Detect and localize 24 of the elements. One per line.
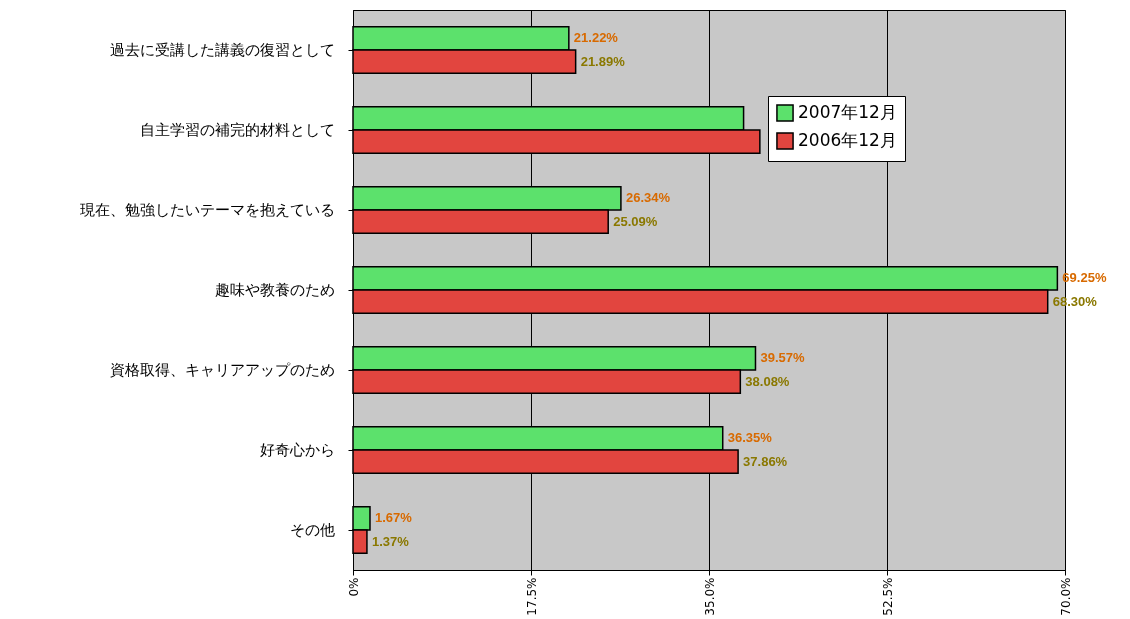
data-label: 25.09% — [613, 213, 658, 229]
data-label: 26.34% — [625, 190, 671, 206]
x-tick-label: 70.0% — [1058, 577, 1073, 616]
y-tick-label: その他 — [289, 521, 335, 539]
data-label: 38.08% — [745, 373, 790, 389]
data-label: 1.37% — [371, 533, 410, 549]
y-tick-label: 過去に受講した講義の復習として — [109, 41, 335, 59]
y-tick-label: 資格取得、キャリアアップのため — [109, 361, 335, 379]
data-label: 21.89% — [580, 53, 626, 69]
x-tick-label: 0% — [346, 577, 361, 597]
y-tick-label: 現在、勉強したいテーマを抱えている — [79, 201, 335, 219]
y-tick-label: 自主学習の補完的材料として — [139, 121, 335, 139]
y-tick-label: 趣味や教養のため — [214, 281, 335, 299]
data-label: 37.86% — [743, 453, 788, 469]
data-label: 21.22% — [573, 30, 619, 46]
data-label: 36.35% — [727, 430, 773, 446]
x-tick-label: 35.0% — [702, 577, 717, 616]
y-tick-label: 好奇心から — [259, 441, 335, 459]
data-label: 39.57% — [760, 350, 806, 366]
legend-label: 2006年12月 — [798, 130, 897, 150]
x-tick-label: 17.5% — [524, 577, 539, 616]
data-label: 1.67% — [374, 510, 413, 526]
legend-label: 2007年12月 — [798, 102, 897, 122]
x-tick-label: 52.5% — [880, 577, 895, 616]
